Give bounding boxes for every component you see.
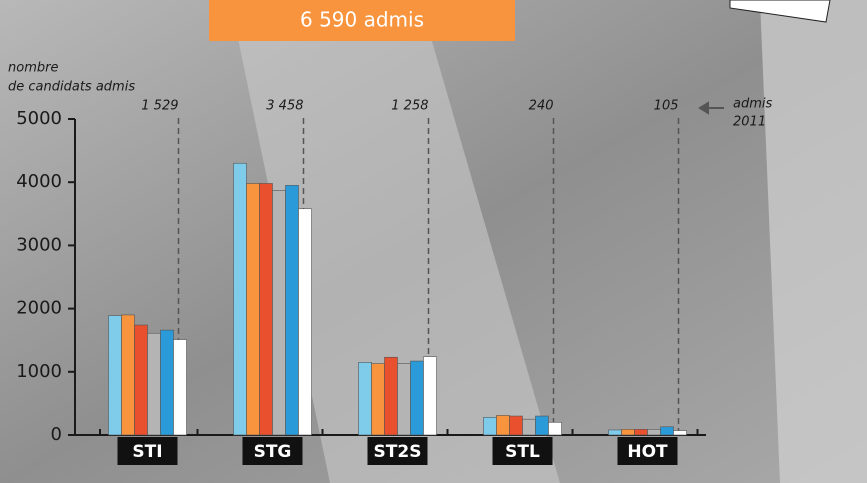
bar [634,429,648,436]
bar [259,183,273,436]
bar [548,422,562,436]
arrow [698,101,724,115]
bar [397,363,411,436]
y-tick-label: 2000 [16,298,62,319]
category-box [492,437,553,465]
title-banner [209,0,515,41]
bar [285,185,299,436]
y-tick-label: 5000 [16,108,62,129]
background-shape [760,0,867,483]
bar [647,429,661,436]
x-tick-label: STI [132,442,162,462]
admis-2011-value: 1 529 [141,99,178,114]
bar [621,429,635,436]
background-shape [230,0,560,483]
bar [522,418,536,436]
admis-2011-value: 3 458 [266,99,303,114]
y-tick-label: 4000 [16,171,62,192]
bar [423,356,437,436]
bar [673,430,687,436]
bar [134,324,148,436]
y-tick-label: 3000 [16,234,62,255]
bar [384,356,398,436]
bar [173,339,187,436]
admis-label: 2011 [733,115,766,130]
y-tick-label: 1000 [16,361,62,382]
bar [608,429,622,436]
x-tick-label: STG [254,442,292,462]
bar [160,329,174,436]
bar [108,315,122,436]
x-tick-label: ST2S [374,442,422,462]
x-tick-label: HOT [627,442,668,462]
category-box [367,437,428,465]
bar [272,190,286,436]
y-axis-label: nombre [8,61,58,76]
bar [358,362,372,436]
bar [535,415,549,436]
bar [483,417,497,436]
bar [371,363,385,436]
bar [147,332,161,436]
bar [496,415,510,436]
category-box [617,437,678,465]
y-axis-label: de candidats admis [8,80,135,95]
bar [410,360,424,436]
admis-2011-value: 105 [654,99,679,114]
admis-2011-value: 240 [529,99,554,114]
bar [509,415,523,436]
y-tick-label: 0 [51,424,62,445]
corner-box [729,0,831,23]
bar [298,208,312,436]
x-tick-label: STL [505,442,540,462]
chart-title: 6 590 admis [300,8,424,32]
category-box [242,437,303,465]
admis-2011-value: 1 258 [391,99,428,114]
bar [246,183,260,436]
admis-label: admis [733,97,772,112]
bar [660,426,674,436]
bar [121,314,135,436]
bar [233,162,247,436]
category-box [117,437,178,465]
